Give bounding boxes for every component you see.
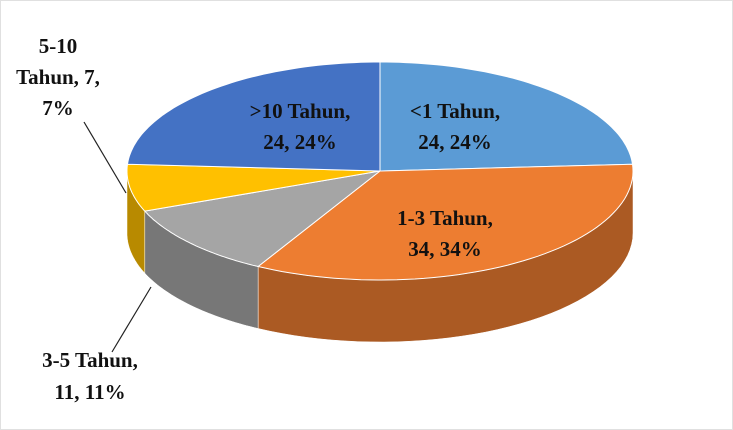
slice (126, 163, 381, 212)
slice (379, 61, 634, 172)
data-label: 5-10 (39, 34, 78, 58)
data-label: 1-3 Tahun, (397, 206, 493, 230)
data-label: 24, 24% (263, 130, 337, 154)
leader-line (111, 286, 152, 353)
leader-line (83, 121, 127, 194)
data-label: 3-5 Tahun, (42, 348, 138, 372)
slice (126, 61, 381, 172)
data-label: 7% (42, 96, 74, 120)
data-label: 11, 11% (54, 380, 125, 404)
data-label: 34, 34% (408, 237, 482, 261)
data-label: Tahun, 7, (16, 65, 100, 89)
data-label: >10 Tahun, (250, 99, 351, 123)
data-label: 24, 24% (418, 130, 492, 154)
data-label: <1 Tahun, (410, 99, 500, 123)
slice (143, 170, 381, 268)
